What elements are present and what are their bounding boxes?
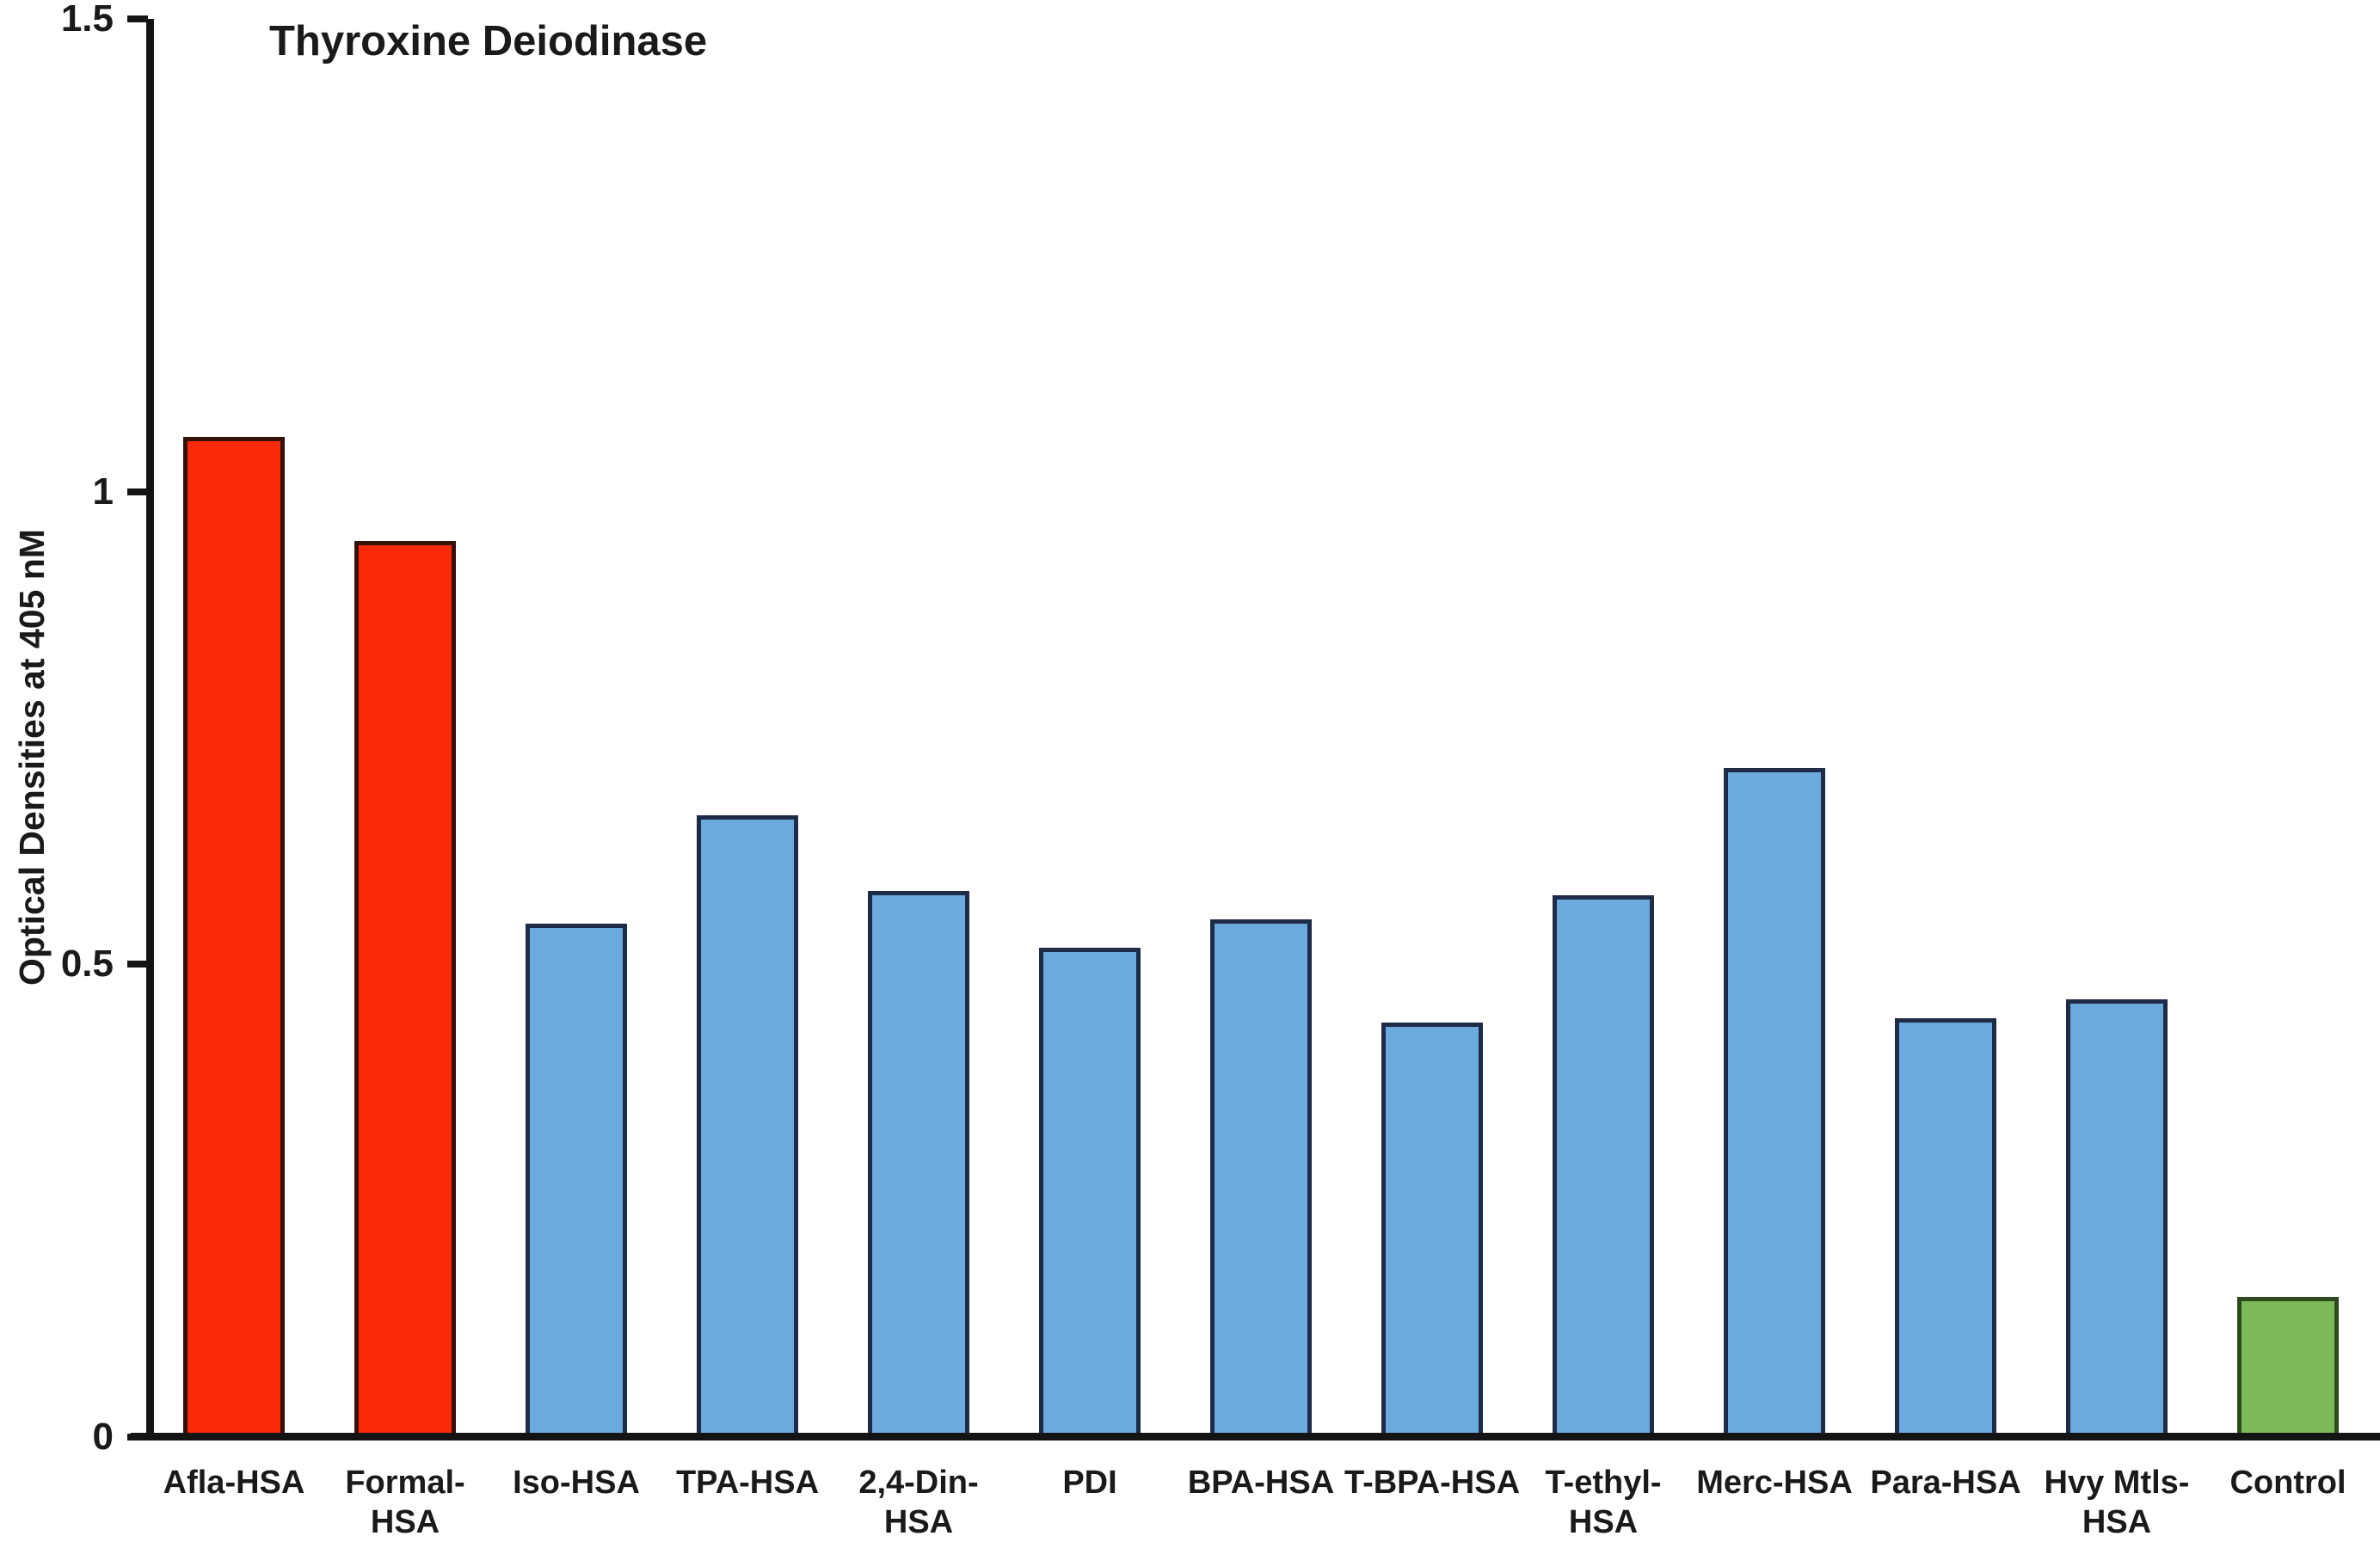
bar-afla-hsa bbox=[183, 437, 285, 1439]
x-tick-label-iso-hsa: Iso-HSA bbox=[513, 1465, 640, 1501]
bar-t-ethyl-hsa bbox=[1553, 895, 1654, 1439]
x-tick-label-2-4-din-hsa: 2,4-Din-HSA bbox=[858, 1465, 979, 1540]
bar-para-hsa bbox=[1895, 1018, 1996, 1439]
bar-bpa-hsa bbox=[1210, 919, 1312, 1439]
x-tick-label-para-hsa: Para-HSA bbox=[1870, 1465, 2021, 1501]
x-tick-label-formal-hsa: Formal-HSA bbox=[345, 1465, 465, 1540]
bar-iso-hsa bbox=[526, 924, 627, 1439]
y-axis-line bbox=[146, 19, 154, 1441]
y-axis-title: Optical Densities at 405 nM bbox=[12, 529, 52, 986]
chart-title: Thyroxine Deiodinase bbox=[269, 18, 708, 65]
bar-formal-hsa bbox=[354, 541, 456, 1439]
x-axis-line bbox=[131, 1433, 2380, 1441]
y-tick-1 bbox=[127, 488, 148, 495]
x-tick-label-pdi: PDI bbox=[1062, 1465, 1117, 1501]
bar-2-4-din-hsa bbox=[868, 891, 969, 1439]
x-tick-label-t-ethyl-hsa: T-ethyl-HSA bbox=[1545, 1465, 1662, 1540]
bar-tpa-hsa bbox=[697, 815, 798, 1439]
x-tick-label-bpa-hsa: BPA-HSA bbox=[1187, 1465, 1335, 1501]
y-tick-label-0-5: 0.5 bbox=[60, 943, 114, 985]
x-tick-label-hvy-mtls-hsa: Hvy Mtls- HSA bbox=[2044, 1465, 2190, 1540]
bar-t-bpa-hsa bbox=[1381, 1023, 1483, 1439]
x-tick-label-control: Control bbox=[2229, 1465, 2346, 1501]
bar-pdi bbox=[1039, 948, 1141, 1439]
x-tick-label-afla-hsa: Afla-HSA bbox=[163, 1465, 305, 1501]
y-tick-0-5 bbox=[127, 961, 148, 968]
y-tick-label-0: 0 bbox=[92, 1416, 114, 1458]
bar-merc-hsa bbox=[1724, 768, 1825, 1439]
x-tick-label-t-bpa-hsa: T-BPA-HSA bbox=[1344, 1465, 1521, 1501]
bar-control bbox=[2237, 1297, 2339, 1439]
x-tick-label-merc-hsa: Merc-HSA bbox=[1696, 1465, 1853, 1501]
bar-hvy-mtls-hsa bbox=[2066, 999, 2168, 1439]
y-tick-label-1-5: 1.5 bbox=[60, 0, 114, 40]
y-tick-1-5 bbox=[127, 15, 148, 22]
y-tick-label-1: 1 bbox=[92, 470, 114, 513]
x-tick-label-tpa-hsa: TPA-HSA bbox=[675, 1465, 820, 1501]
